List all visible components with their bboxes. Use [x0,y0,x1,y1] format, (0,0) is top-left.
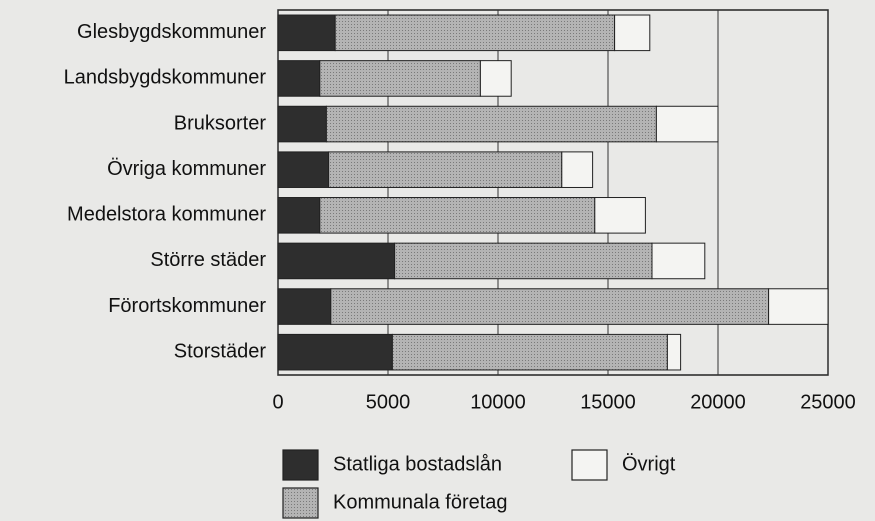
y-tick-label: Glesbygdskommuner [77,21,266,43]
bar-segment [277,242,396,280]
x-tick-label: 25000 [800,391,856,413]
bar-segment [277,60,321,97]
y-tick-label: Större städer [150,249,266,271]
y-tick-label: Övriga kommuner [107,158,266,180]
bar-segment [614,14,651,52]
y-tick-label: Storstäder [174,340,267,362]
legend-swatch [282,449,319,481]
bar-segment [277,197,321,234]
x-tick-label: 20000 [690,391,746,413]
bar-segment [325,105,657,143]
x-tick-label: 0 [272,391,283,413]
bar-segment [277,288,332,325]
bar-segment [334,14,616,52]
bar-segment [651,242,706,280]
bar-segment [277,333,393,371]
bar-segment [319,60,481,97]
bar-segment [277,105,327,143]
legend-swatch [282,487,319,519]
legend-label: Statliga bostadslån [333,453,502,475]
y-tick-label: Förortskommuner [108,295,266,317]
bar-segment [277,14,336,52]
legend-swatch [571,449,608,481]
bar-segment [391,333,668,371]
x-tick-label: 15000 [580,391,636,413]
bar-segment [561,151,594,188]
bar-segment [328,151,563,188]
bar-segment [319,197,596,234]
legend-label: Övrigt [622,453,676,475]
bar-segment [594,197,646,234]
legend-label: Kommunala företag [333,491,508,513]
x-tick-label: 5000 [366,391,411,413]
x-tick-label: 10000 [470,391,526,413]
y-tick-label: Medelstora kommuner [67,204,266,226]
bar-segment [277,151,330,188]
bar-segment [479,60,512,97]
bar-segment [394,242,653,280]
y-tick-label: Bruksorter [174,112,267,134]
bar-segment [768,288,829,325]
bar-segment [655,105,719,143]
bar-segment [330,288,770,325]
bar-segment [666,333,682,371]
y-tick-label: Landsbygdskommuner [64,67,267,89]
